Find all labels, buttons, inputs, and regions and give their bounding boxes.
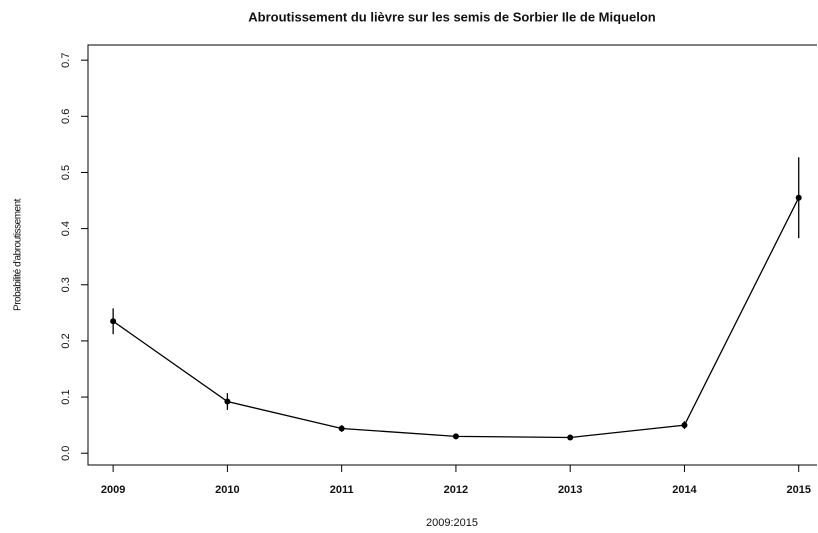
x-tick-label: 2010 xyxy=(215,484,239,496)
plot-frame xyxy=(87,44,817,466)
x-tick-label: 2013 xyxy=(558,484,582,496)
x-tick-label: 2009 xyxy=(101,484,125,496)
y-axis-label: Probabilité d'abroutissement xyxy=(13,198,24,311)
data-point xyxy=(795,194,802,201)
data-point xyxy=(452,433,459,440)
x-tick-label: 2011 xyxy=(330,484,354,496)
y-tick-label: 0.3 xyxy=(60,277,72,292)
x-tick-label: 2012 xyxy=(444,484,468,496)
x-tick-label: 2014 xyxy=(672,484,697,496)
y-tick-label: 0.7 xyxy=(60,53,72,68)
x-axis-label: 2009:2015 xyxy=(426,517,478,529)
y-tick-label: 0.2 xyxy=(60,333,72,348)
data-point xyxy=(110,318,117,325)
y-tick-label: 0.5 xyxy=(60,165,72,180)
data-point xyxy=(338,425,345,432)
series-line xyxy=(112,197,800,439)
y-tick-label: 0.4 xyxy=(60,221,72,236)
y-tick-label: 0.1 xyxy=(60,389,72,404)
data-point xyxy=(224,398,231,405)
y-tick-label: 0.6 xyxy=(60,109,72,124)
data-point xyxy=(567,434,574,441)
chart-title: Abroutissement du lièvre sur les semis d… xyxy=(248,9,656,24)
x-tick-label: 2015 xyxy=(786,484,810,496)
data-point xyxy=(681,422,688,429)
y-tick-label: 0.0 xyxy=(60,446,72,461)
